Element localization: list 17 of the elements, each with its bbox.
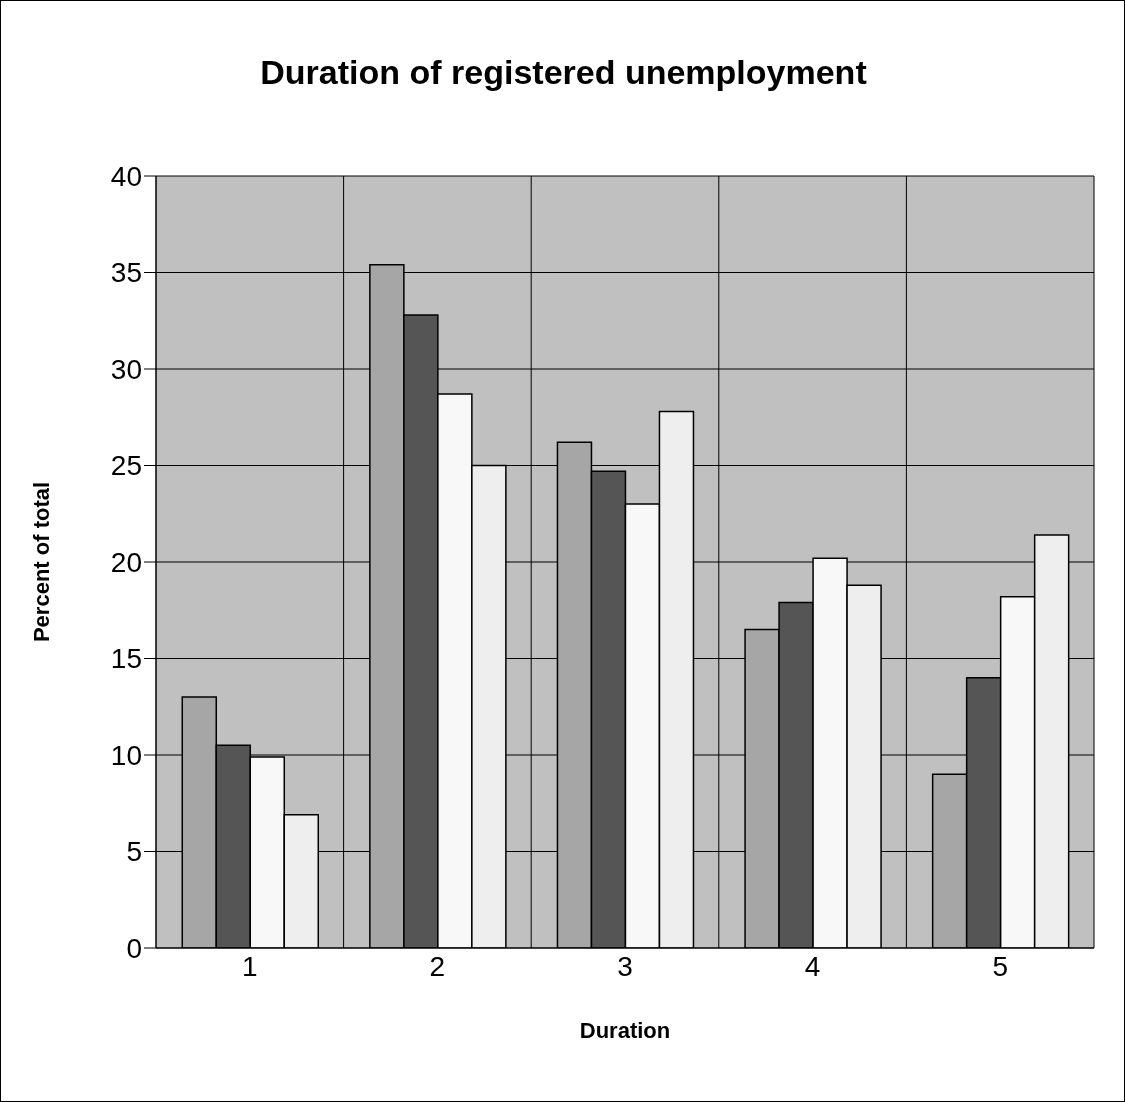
x-tick-label: 5 xyxy=(992,950,1008,982)
y-tick-label: 30 xyxy=(110,353,142,385)
chart-title: Duration of registered unemployment xyxy=(259,53,868,92)
x-tick-label: 1 xyxy=(242,950,258,982)
x-tick-label: 3 xyxy=(617,950,633,982)
y-tick-label: 25 xyxy=(110,450,142,482)
y-tick-label: 10 xyxy=(110,739,142,771)
y-axis-title: Percent of total xyxy=(28,481,54,643)
x-tick-label: 4 xyxy=(804,950,821,982)
y-tick-label: 15 xyxy=(110,643,142,675)
y-tick-label: 5 xyxy=(126,836,142,868)
y-tick-label: 35 xyxy=(110,257,142,289)
y-tick-label: 40 xyxy=(110,160,142,192)
x-axis-title: Duration xyxy=(579,1018,671,1043)
y-tick-label: 20 xyxy=(110,546,142,578)
y-tick-label: 0 xyxy=(126,932,142,964)
x-tick-label: 2 xyxy=(429,950,446,982)
